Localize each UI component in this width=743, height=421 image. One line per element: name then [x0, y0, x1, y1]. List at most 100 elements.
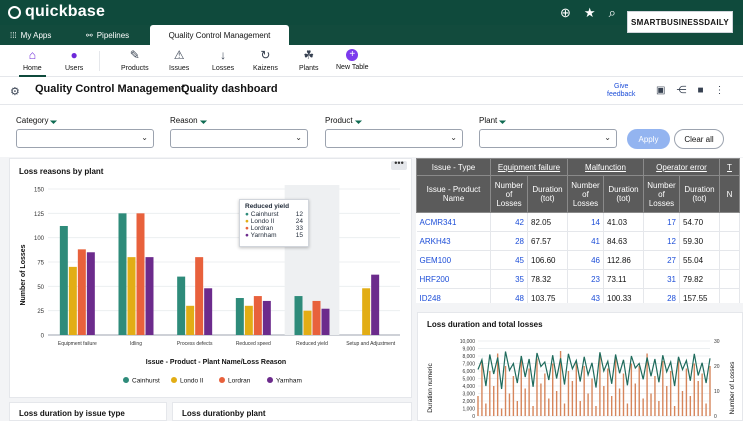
product-name-cell[interactable]: ARKH43	[416, 231, 491, 251]
apply-button[interactable]: Apply	[627, 129, 670, 149]
tool-issues[interactable]: ⚠ Issues	[169, 49, 189, 72]
chevron-down-icon: ⌄	[141, 133, 148, 142]
table-cell[interactable]: 42	[490, 212, 528, 232]
product-name-cell[interactable]: GEM100	[416, 250, 491, 270]
product-name-cell[interactable]: ACMR341	[416, 212, 491, 232]
search-icon[interactable]: ⌕	[608, 5, 616, 20]
y-tick-label: 50	[37, 285, 44, 291]
table-cell: 73.11	[603, 269, 644, 289]
table-header[interactable]: Equipment failure	[490, 158, 568, 176]
table-header[interactable]: Issue - Type	[416, 158, 491, 176]
table-header[interactable]: Number of Losses	[643, 175, 680, 213]
table-cell[interactable]: 17	[643, 212, 680, 232]
loss-reasons-card: Loss reasons by plant ••• 0 25 50 75 100 125 1…	[9, 158, 412, 398]
product-name-cell[interactable]: HRF200	[416, 269, 491, 289]
y-tick-label: 25	[37, 309, 44, 315]
pipelines-label: Pipelines	[96, 30, 130, 40]
table-row[interactable]: ACMR341 42 82.05 14 41.03 17 54.70	[416, 212, 740, 232]
table-header[interactable]: Number of Losses	[567, 175, 604, 213]
table-cell[interactable]: 28	[643, 288, 680, 303]
chart-bar	[294, 296, 303, 335]
plant-select[interactable]: ⌄	[479, 129, 617, 148]
table-row[interactable]: ARKH43 28 67.57 41 84.63 12 59.30	[416, 231, 740, 251]
product-select[interactable]: ⌄	[325, 129, 463, 148]
x-tick-label: Process defects	[177, 341, 213, 347]
more-icon[interactable]: ⋮	[714, 85, 725, 96]
chart-bar	[253, 296, 262, 335]
qcm-app-tab[interactable]: Quality Control Management	[150, 25, 289, 45]
x-tick-label: Reduced speed	[236, 341, 271, 347]
table-cell[interactable]: 31	[643, 269, 680, 289]
tool-plants[interactable]: ☘ Plants	[299, 49, 318, 72]
y2-tick-label: 10	[714, 389, 720, 395]
product-name-cell[interactable]: ID248	[416, 288, 491, 303]
give-feedback-link[interactable]: Give feedback	[607, 83, 635, 99]
tool-issues-label: Issues	[169, 65, 190, 72]
category-select[interactable]: ⌄	[16, 129, 154, 148]
share-icon[interactable]: ⋲	[676, 85, 687, 96]
table-header[interactable]: Issue - Product Name	[416, 175, 491, 213]
add-icon[interactable]: ⊕	[560, 5, 571, 20]
table-cell: 106.60	[527, 250, 568, 270]
filter-flag-icon	[199, 116, 207, 125]
tooltip-row: ● Londo II 24	[245, 218, 303, 225]
table-cell[interactable]: 35	[490, 269, 528, 289]
table-cell[interactable]: 12	[643, 231, 680, 251]
pipelines-tab[interactable]: ⚯ Pipelines	[78, 25, 137, 45]
my-apps-tab[interactable]: ⁞⁞⁞ My Apps	[2, 25, 59, 45]
tool-products[interactable]: ✎ Products	[121, 49, 149, 72]
filter-bar: Category ⌄ Reason ⌄ Product ⌄ Plant ⌄ Ap…	[0, 105, 743, 157]
table-row[interactable]: HRF200 35 78.32 23 73.11 31 79.82	[416, 269, 740, 289]
table-cell[interactable]: 48	[490, 288, 528, 303]
table-header[interactable]: Malfunction	[567, 158, 644, 176]
table-cell[interactable]: 28	[490, 231, 528, 251]
table-cell[interactable]: 41	[567, 231, 604, 251]
plus-circle-icon: +	[346, 49, 359, 61]
table-header[interactable]: Duration (tot)	[679, 175, 720, 213]
table-header[interactable]: Number of Losses	[490, 175, 528, 213]
table-header[interactable]: Operator error	[643, 158, 720, 176]
tool-new-table[interactable]: + New Table	[336, 49, 369, 71]
users-icon: ●	[70, 48, 78, 62]
chart-bar	[86, 252, 95, 335]
table-cell[interactable]: 43	[567, 288, 604, 303]
table-cell[interactable]: 46	[567, 250, 604, 270]
table-cell[interactable]: 45	[490, 250, 528, 270]
tool-kaizens[interactable]: ↻ Kaizens	[253, 49, 278, 72]
tool-home[interactable]: ⌂ Home	[19, 48, 46, 77]
chart-bar	[186, 305, 195, 335]
chat-icon[interactable]: ▣	[656, 85, 666, 96]
y-tick-label: 100	[34, 236, 45, 242]
gear-icon[interactable]: ⚙	[10, 86, 20, 98]
table-header[interactable]: T	[719, 158, 740, 176]
table-cell[interactable]: 27	[643, 250, 680, 270]
table-cell[interactable]: 14	[567, 212, 604, 232]
table-cell: 84.63	[603, 231, 644, 251]
clear-all-button[interactable]: Clear all	[674, 129, 724, 149]
chart-bar	[262, 300, 271, 335]
y-tick-label: 7,000	[462, 362, 475, 368]
card-menu-button[interactable]: •••	[391, 159, 407, 170]
home-icon: ⌂	[28, 48, 36, 62]
table-row[interactable]: ID248 48 103.75 43 100.33 28 157.55	[416, 288, 740, 303]
tooltip-row-value: 24	[295, 218, 303, 225]
table-header[interactable]: Duration (tot)	[603, 175, 644, 213]
tool-users[interactable]: ● Users	[65, 49, 83, 72]
category-filter-label: Category	[16, 116, 49, 125]
table-cell[interactable]: 23	[567, 269, 604, 289]
duration-by-plant-card: Loss durationby plant	[172, 402, 412, 421]
breadcrumb-app[interactable]: Quality Control Management	[35, 83, 185, 95]
chart-bar	[77, 249, 86, 335]
tool-losses[interactable]: ↓ Losses	[212, 49, 234, 72]
reason-select[interactable]: ⌄	[170, 129, 308, 148]
table-row[interactable]: GEM100 45 106.60 46 112.86 27 55.04	[416, 250, 740, 270]
lock-icon[interactable]: ■	[697, 85, 704, 96]
quickbase-logo[interactable]: quickbase	[8, 3, 105, 21]
duration-by-issue-card: Loss duration by issue type	[9, 402, 167, 421]
table-header[interactable]: N	[719, 175, 740, 213]
star-icon[interactable]: ★	[583, 5, 596, 20]
chart-bar	[321, 308, 330, 335]
table-header[interactable]: Duration (tot)	[527, 175, 568, 213]
legend-swatch	[171, 377, 177, 383]
refresh-icon: ↻	[260, 48, 271, 62]
